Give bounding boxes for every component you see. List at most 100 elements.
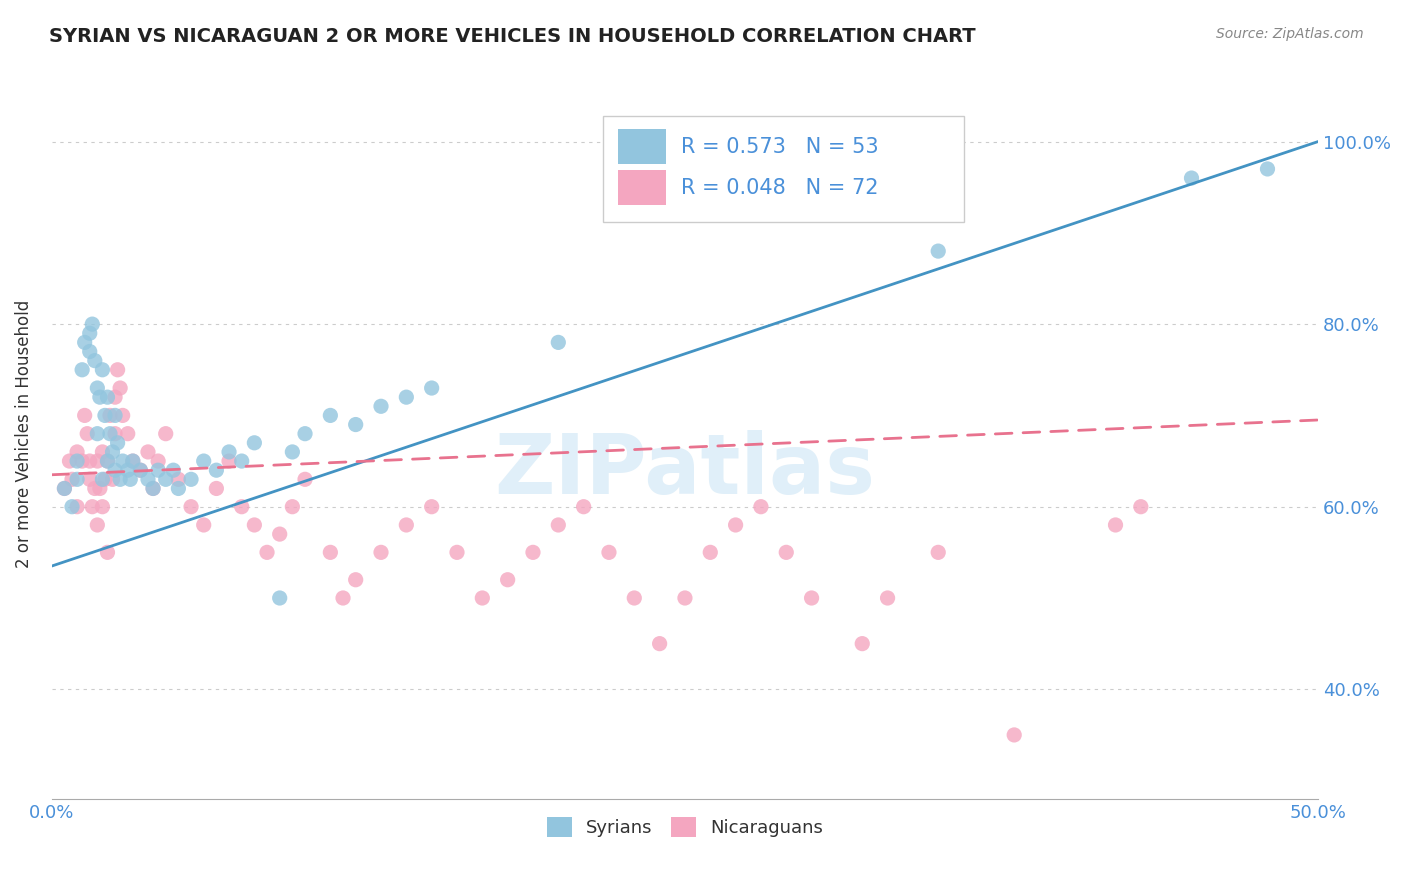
Text: ZIPatlas: ZIPatlas <box>495 430 876 511</box>
Point <box>121 454 143 468</box>
Point <box>193 518 215 533</box>
Point <box>395 390 418 404</box>
Point <box>927 244 949 259</box>
Point <box>446 545 468 559</box>
Point <box>117 426 139 441</box>
Point <box>120 472 142 486</box>
Point <box>218 445 240 459</box>
Point <box>83 482 105 496</box>
Point <box>82 317 104 331</box>
Point <box>420 500 443 514</box>
Point <box>104 390 127 404</box>
Point <box>79 454 101 468</box>
Point <box>876 591 898 605</box>
Point <box>142 482 165 496</box>
Point <box>344 417 367 432</box>
Point <box>91 363 114 377</box>
Point <box>1104 518 1126 533</box>
Point <box>91 500 114 514</box>
Point <box>370 399 392 413</box>
Point <box>86 381 108 395</box>
Point <box>66 500 89 514</box>
Bar <box>617 129 666 164</box>
Point <box>193 454 215 468</box>
Point <box>800 591 823 605</box>
Point <box>167 472 190 486</box>
Point <box>129 463 152 477</box>
Point <box>1129 500 1152 514</box>
Point <box>572 500 595 514</box>
Point <box>104 409 127 423</box>
Point <box>420 381 443 395</box>
Point <box>66 445 89 459</box>
Point <box>70 454 93 468</box>
Point <box>121 454 143 468</box>
Point <box>79 472 101 486</box>
Point <box>162 463 184 477</box>
Point <box>60 472 83 486</box>
Point <box>294 472 316 486</box>
Text: Source: ZipAtlas.com: Source: ZipAtlas.com <box>1216 27 1364 41</box>
Point <box>724 518 747 533</box>
Point <box>1002 728 1025 742</box>
Point <box>101 472 124 486</box>
Point <box>104 426 127 441</box>
Legend: Syrians, Nicaraguans: Syrians, Nicaraguans <box>540 809 831 845</box>
Bar <box>617 170 666 205</box>
Point <box>269 527 291 541</box>
Point <box>136 445 159 459</box>
Point <box>319 409 342 423</box>
Point <box>108 381 131 395</box>
Point <box>1256 161 1278 176</box>
Point <box>522 545 544 559</box>
Point <box>332 591 354 605</box>
Point <box>79 326 101 341</box>
Bar <box>603 116 963 222</box>
Point <box>775 545 797 559</box>
Point <box>243 435 266 450</box>
Point <box>89 482 111 496</box>
Point <box>73 335 96 350</box>
Point <box>117 463 139 477</box>
Point <box>256 545 278 559</box>
Point <box>496 573 519 587</box>
Point <box>623 591 645 605</box>
Point <box>547 335 569 350</box>
Point <box>101 445 124 459</box>
Point <box>96 545 118 559</box>
Point <box>111 409 134 423</box>
Point <box>91 445 114 459</box>
Point <box>86 454 108 468</box>
Point <box>180 472 202 486</box>
Point <box>73 409 96 423</box>
Point <box>70 363 93 377</box>
Point <box>648 637 671 651</box>
Point <box>129 463 152 477</box>
Point <box>155 426 177 441</box>
Point <box>699 545 721 559</box>
Point <box>370 545 392 559</box>
Point <box>281 500 304 514</box>
Point <box>218 454 240 468</box>
Point <box>108 472 131 486</box>
Point <box>673 591 696 605</box>
Point <box>53 482 76 496</box>
Point <box>749 500 772 514</box>
Point <box>294 426 316 441</box>
Point <box>86 426 108 441</box>
Point <box>107 363 129 377</box>
Point <box>1180 171 1202 186</box>
Point <box>89 390 111 404</box>
Point <box>91 472 114 486</box>
Point <box>98 426 121 441</box>
Point <box>243 518 266 533</box>
Point <box>96 454 118 468</box>
Point <box>927 545 949 559</box>
Point <box>58 454 80 468</box>
Point <box>66 472 89 486</box>
Point <box>205 463 228 477</box>
Point <box>167 482 190 496</box>
Point <box>395 518 418 533</box>
Point <box>281 445 304 459</box>
Point <box>598 545 620 559</box>
